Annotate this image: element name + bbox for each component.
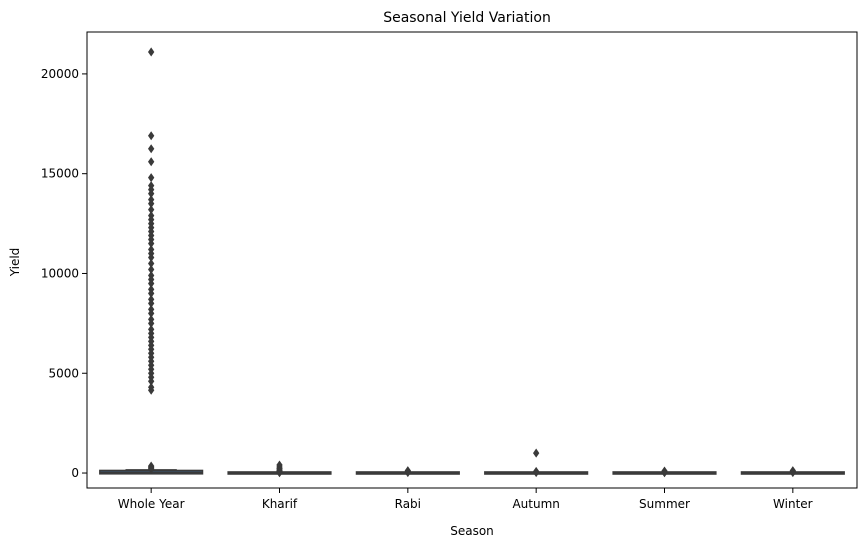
outlier-marker bbox=[661, 468, 668, 478]
y-axis-label: Yield bbox=[8, 248, 22, 278]
box-group-summer bbox=[612, 466, 717, 478]
plot-area bbox=[99, 47, 845, 478]
x-tick-label: Rabi bbox=[395, 497, 421, 511]
y-tick-label: 0 bbox=[71, 466, 79, 480]
outlier-marker bbox=[404, 468, 411, 478]
outlier-marker bbox=[533, 448, 540, 458]
chart-title: Seasonal Yield Variation bbox=[383, 10, 551, 26]
outlier-marker bbox=[533, 468, 540, 478]
outlier-marker bbox=[789, 468, 796, 478]
x-tick-label: Kharif bbox=[262, 497, 298, 511]
x-tick-label: Winter bbox=[773, 497, 813, 511]
y-tick-label: 15000 bbox=[41, 167, 79, 181]
axes: 0 5000 10000 15000 20000 Whole Year Kharif Rabi… bbox=[41, 31, 858, 511]
outlier-marker bbox=[148, 173, 155, 183]
box-group-kharif bbox=[227, 460, 332, 478]
box-group-autumn bbox=[484, 448, 589, 478]
x-tick-label: Whole Year bbox=[118, 497, 185, 511]
outlier-marker bbox=[148, 131, 155, 141]
outlier-marker bbox=[148, 144, 155, 154]
outlier-marker bbox=[148, 47, 155, 57]
box-group-whole-year bbox=[99, 47, 204, 475]
outlier-marker bbox=[148, 157, 155, 167]
outlier-marker bbox=[276, 468, 283, 478]
outlier-marker bbox=[148, 385, 155, 395]
x-axis-label: Season bbox=[450, 524, 494, 538]
x-tick-label: Autumn bbox=[512, 497, 559, 511]
x-tick-label: Summer bbox=[639, 497, 690, 511]
box-group-winter bbox=[740, 466, 845, 478]
outlier-marker bbox=[148, 464, 155, 474]
y-tick-label: 20000 bbox=[41, 67, 79, 81]
y-tick-label: 10000 bbox=[41, 266, 79, 280]
y-tick-label: 5000 bbox=[48, 366, 79, 380]
plot-frame bbox=[86, 31, 858, 489]
box-group-rabi bbox=[355, 466, 460, 478]
